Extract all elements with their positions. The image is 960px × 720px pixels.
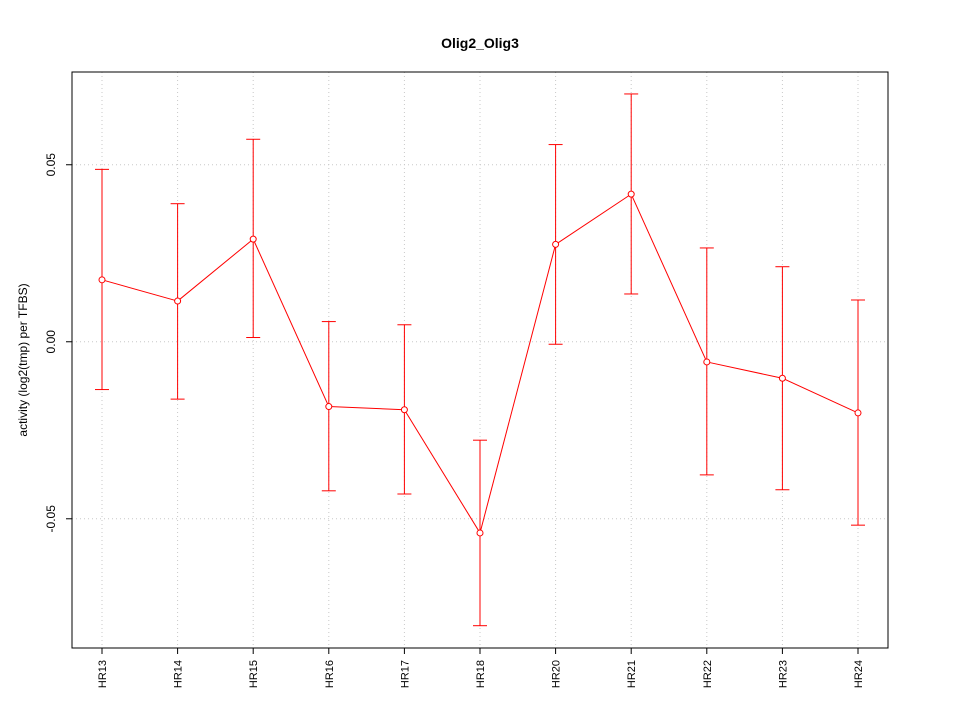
data-point (778, 374, 786, 382)
axis-layer: -0.05 0.00 0.05 HR13 HR14 HR15 HR16 HR17 HR18 HR2… (44, 71, 889, 688)
x-tick-label: HR18 (475, 660, 487, 688)
x-tick-label: HR20 (551, 660, 563, 688)
series-line-segment (479, 244, 557, 534)
series-line-segment (555, 193, 632, 245)
series-layer (95, 93, 865, 627)
data-point (174, 297, 182, 305)
chart-title: Olig2_Olig3 (441, 35, 519, 51)
data-point (552, 240, 560, 248)
data-point (98, 276, 106, 284)
x-tick-label: HR17 (399, 660, 411, 688)
x-tick-label: HR13 (97, 660, 109, 688)
y-tick-label: -0.05 (44, 505, 58, 533)
series-line-segment (403, 409, 481, 534)
series-line-segment (630, 193, 708, 363)
x-tick-label: HR22 (702, 660, 714, 688)
series-line-segment (177, 238, 254, 302)
x-tick-label: HR23 (777, 660, 789, 688)
y-tick-label: 0.00 (44, 330, 58, 354)
y-axis-label: activity (log2(tmp) per TFBS) (16, 283, 30, 436)
x-tick-label: HR24 (853, 660, 865, 688)
x-tick-label: HR21 (626, 660, 638, 688)
data-point (627, 190, 635, 198)
series-line-segment (101, 279, 178, 302)
series-line-segment (328, 406, 405, 411)
data-point (325, 403, 333, 411)
series-line-segment (706, 361, 783, 379)
x-tick-label: HR15 (248, 660, 260, 688)
x-tick-label: HR14 (173, 660, 185, 688)
data-point (400, 406, 408, 414)
data-point (703, 358, 711, 366)
data-point (854, 409, 862, 417)
data-point (476, 529, 484, 537)
y-tick-label: 0.05 (44, 153, 58, 177)
series-line-segment (782, 377, 859, 414)
x-tick-label: HR16 (324, 660, 336, 688)
data-point (249, 235, 257, 243)
series-line-segment (252, 238, 330, 407)
